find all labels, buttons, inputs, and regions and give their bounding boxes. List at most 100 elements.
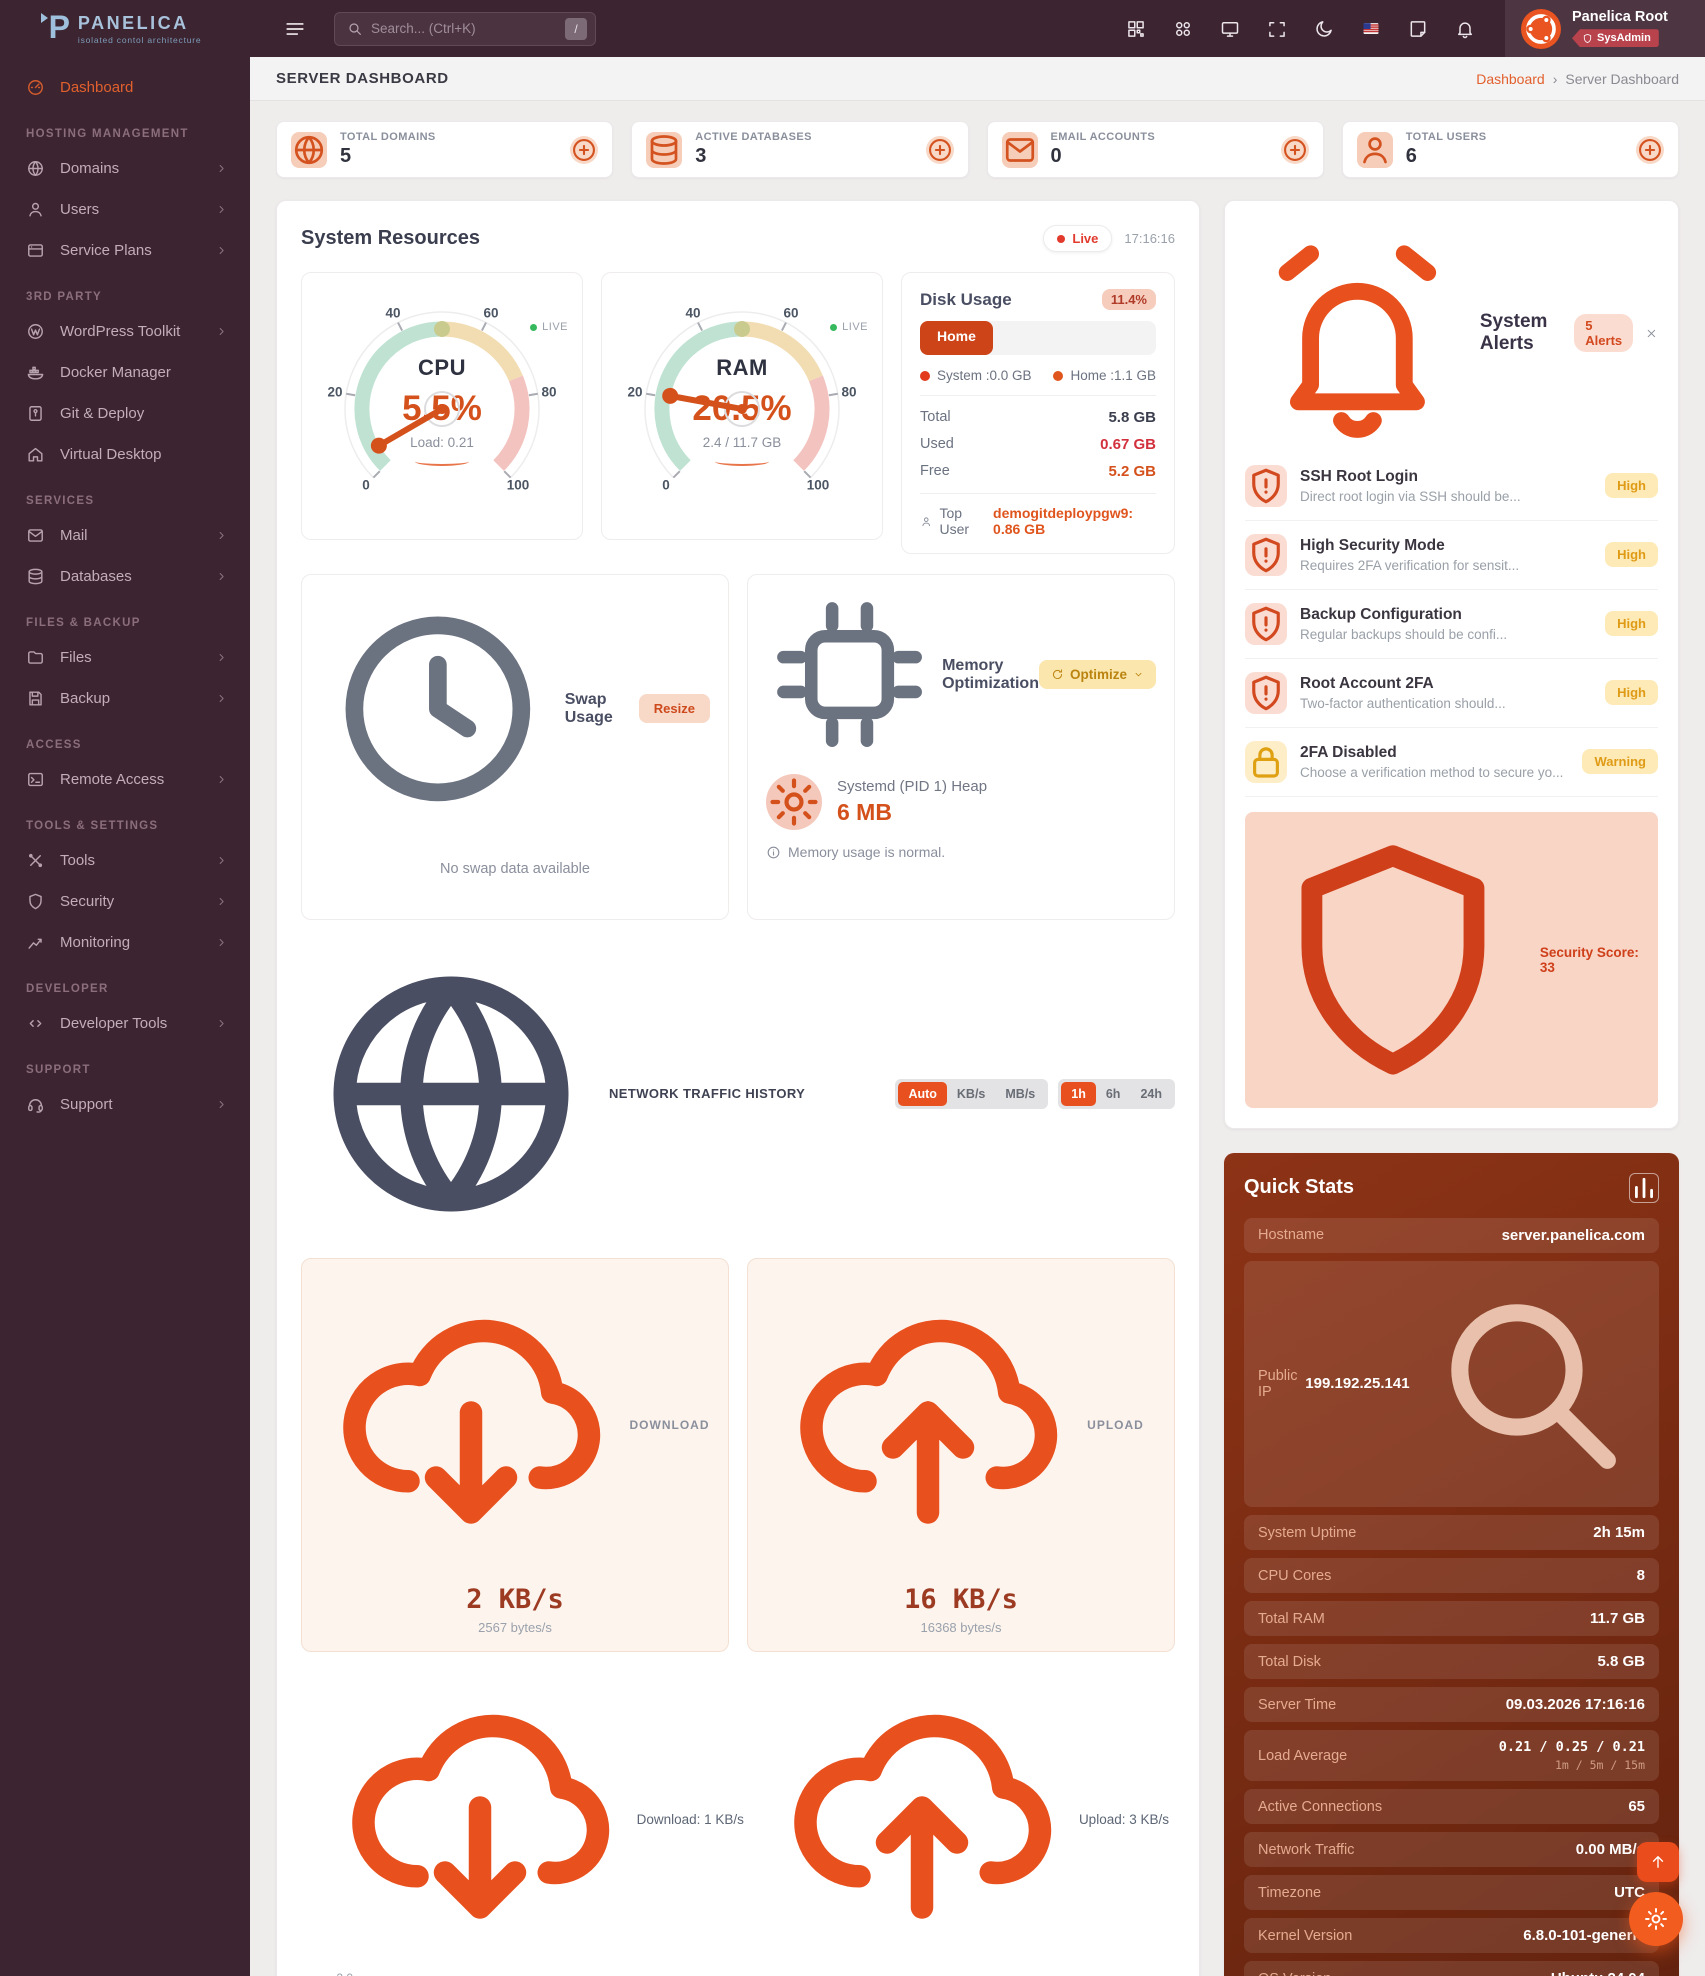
alert-icon — [1245, 602, 1287, 645]
upload-bytes: 16368 bytes/s — [920, 1619, 1002, 1635]
sidebar-item-icon — [26, 322, 45, 341]
close-icon[interactable] — [1645, 325, 1658, 342]
sidebar-item-label: Mail — [60, 527, 88, 544]
sidebar-item-dashboard[interactable]: Dashboard — [0, 67, 250, 108]
stat-card-action-button[interactable] — [570, 135, 599, 164]
person-icon — [920, 514, 932, 529]
alerts-list: SSH Root Login Direct root login via SSH … — [1245, 452, 1658, 797]
apps-icon[interactable] — [1173, 19, 1193, 39]
search-box[interactable]: / — [334, 11, 596, 46]
toggle-24h[interactable]: 24h — [1140, 1086, 1162, 1101]
alert-description: Choose a verification method to secure y… — [1300, 764, 1564, 780]
toggle-mb-s[interactable]: MB/s — [1005, 1086, 1036, 1101]
quick-stat-row: Server Time 09.03.2026 17:16:16 — [1244, 1687, 1659, 1723]
disk-stat-row: Total 5.8 GB — [920, 409, 1156, 426]
sidebar-item-domains[interactable]: Domains — [0, 148, 250, 189]
sidebar-section-header: DEVELOPER — [26, 983, 109, 995]
sidebar-item-virtual-desktop[interactable]: Virtual Desktop — [0, 434, 250, 475]
alert-severity-badge: High — [1605, 611, 1658, 637]
stat-card-icon — [1356, 131, 1393, 168]
sidebar-item-files[interactable]: Files — [0, 637, 250, 678]
sidebar-item-service-plans[interactable]: Service Plans — [0, 230, 250, 271]
chevron-right-icon — [215, 651, 228, 664]
chevron-right-icon — [215, 692, 228, 705]
sidebar-item-backup[interactable]: Backup — [0, 678, 250, 719]
stat-card-action-button[interactable] — [925, 135, 954, 164]
note-icon[interactable] — [1408, 19, 1428, 39]
breadcrumb-dashboard-link[interactable]: Dashboard — [1476, 70, 1545, 87]
chevron-right-icon — [215, 529, 228, 542]
sidebar-item-icon — [26, 770, 45, 789]
alert-item[interactable]: 2FA Disabled Choose a verification method… — [1245, 728, 1658, 797]
sidebar-item-label: Developer Tools — [60, 1015, 168, 1032]
sidebar-section-header: 3RD PARTY — [26, 291, 103, 303]
gear-icon — [1643, 1906, 1669, 1932]
memory-optimization-panel: Memory Optimization Optimize Systemd (PI… — [747, 574, 1175, 920]
moon-icon[interactable] — [1314, 19, 1334, 39]
search-input[interactable] — [371, 21, 531, 36]
upload-rate: 16 KB/s — [904, 1583, 1018, 1615]
sidebar-item-users[interactable]: Users — [0, 189, 250, 230]
toggle-1h[interactable]: 1h — [1061, 1081, 1096, 1106]
alert-item[interactable]: Backup Configuration Regular backups shou… — [1245, 590, 1658, 659]
sidebar-item-docker-manager[interactable]: Docker Manager — [0, 352, 250, 393]
sidebar-item-remote-access[interactable]: Remote Access — [0, 759, 250, 800]
chart-bars-icon[interactable] — [1629, 1172, 1659, 1203]
sidebar-item-git-deploy[interactable]: Git & Deploy — [0, 393, 250, 434]
sidebar-item-icon — [26, 445, 45, 464]
sidebar-item-databases[interactable]: Databases — [0, 556, 250, 597]
menu-icon[interactable] — [284, 18, 306, 40]
user-menu[interactable]: Panelica Root SysAdmin — [1505, 0, 1705, 57]
stat-card-action-button[interactable] — [1636, 135, 1664, 164]
stat-cards-row: TOTAL DOMAINS 5 ACTIVE DATABASES 3 EMAIL… — [276, 121, 1679, 178]
toggle-kb-s[interactable]: KB/s — [956, 1086, 986, 1101]
cloud-upload-icon — [772, 1670, 1072, 1970]
disk-percent-badge: 11.4% — [1101, 289, 1156, 310]
sidebar-item-icon — [26, 648, 45, 667]
optimize-button[interactable]: Optimize — [1038, 660, 1156, 690]
system-alerts-card: System Alerts 5 Alerts SSH Root Login Dir… — [1224, 200, 1679, 1129]
alert-item[interactable]: SSH Root Login Direct root login via SSH … — [1245, 452, 1658, 521]
stat-card-value: 6 — [1405, 145, 1417, 167]
monitor-icon[interactable] — [1220, 19, 1240, 39]
toggle-auto[interactable]: Auto — [898, 1081, 947, 1106]
scroll-to-top-button[interactable] — [1637, 1842, 1679, 1882]
quick-stat-row: Load Average 0.21 / 0.25 / 0.21 1m / 5m /… — [1244, 1730, 1659, 1782]
alerts-title: System Alerts — [1245, 221, 1574, 446]
flag-icon[interactable] — [1361, 19, 1381, 39]
toggle-6h[interactable]: 6h — [1105, 1086, 1121, 1101]
stat-card-action-button[interactable] — [1280, 135, 1309, 164]
qr-icon[interactable] — [1126, 19, 1146, 39]
sidebar-item-security[interactable]: Security — [0, 881, 250, 922]
gauge-label: RAM — [716, 355, 768, 380]
alert-icon — [1245, 740, 1287, 783]
quick-stat-row: Kernel Version 6.8.0-101-generic — [1244, 1918, 1659, 1954]
sidebar-item-monitoring[interactable]: Monitoring — [0, 922, 250, 963]
sidebar-item-developer-tools[interactable]: Developer Tools — [0, 1003, 250, 1044]
resize-swap-button[interactable]: Resize — [638, 694, 710, 724]
security-score-bar[interactable]: Security Score: 33 — [1245, 811, 1658, 1108]
sidebar-item-label: Databases — [60, 568, 132, 585]
sidebar-item-icon — [26, 404, 45, 423]
live-indicator[interactable]: Live — [1043, 225, 1113, 252]
alert-item[interactable]: Root Account 2FA Two-factor authenticatio… — [1245, 659, 1658, 728]
sidebar-item-support[interactable]: Support — [0, 1084, 250, 1125]
sidebar-item-label: Remote Access — [60, 771, 165, 788]
chevron-right-icon — [215, 244, 228, 257]
section-title: System Resources — [301, 227, 480, 249]
bell-icon[interactable] — [1455, 19, 1475, 39]
settings-fab-button[interactable] — [1629, 1892, 1683, 1946]
page-header-bar: SERVER DASHBOARD Dashboard › Server Dash… — [250, 57, 1705, 101]
stat-card: TOTAL DOMAINS 5 — [276, 121, 614, 178]
alert-severity-badge: Warning — [1582, 749, 1658, 775]
expand-icon[interactable] — [1267, 19, 1287, 39]
disk-tab-home[interactable]: Home — [920, 321, 993, 355]
sidebar-item-wordpress-toolkit[interactable]: WordPress Toolkit — [0, 311, 250, 352]
alert-item[interactable]: High Security Mode Requires 2FA verificat… — [1245, 521, 1658, 590]
sidebar-item-tools[interactable]: Tools — [0, 840, 250, 881]
sidebar-item-mail[interactable]: Mail — [0, 515, 250, 556]
gauge-tick: 100 — [506, 477, 530, 493]
logo[interactable]: P PANELICA isolated contol architecture — [0, 0, 250, 57]
current-time: 17:16:16 — [1124, 231, 1175, 246]
sidebar-item-label: Domains — [60, 160, 120, 177]
